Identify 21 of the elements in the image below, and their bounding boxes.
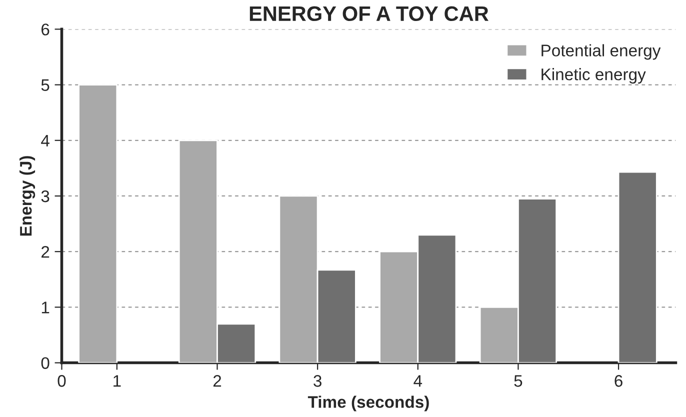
y-tick-label: 5 — [41, 79, 50, 91]
chart-title: ENERGY OF A TOY CAR — [250, 6, 489, 22]
bar — [78, 84, 118, 363]
legend-label: Potential energy — [542, 44, 661, 60]
x-tick-label: 2 — [213, 375, 222, 387]
x-tick-label: 0 — [58, 375, 66, 387]
y-tick-label: 2 — [42, 246, 50, 258]
x-axis-title: Time (seconds) — [308, 396, 429, 412]
y-tick-label: 3 — [41, 190, 50, 202]
x-tick-label: 3 — [314, 375, 322, 387]
y-axis-title: Energy (J) — [20, 156, 36, 236]
y-tick-label: 4 — [41, 134, 50, 146]
x-tick-label: 1 — [114, 375, 121, 387]
y-tick-label: 6 — [42, 24, 50, 36]
x-tick-label: 5 — [514, 375, 522, 387]
bar — [618, 171, 658, 363]
legend-label: Kinetic energy — [542, 68, 646, 84]
y-tick-label: 0 — [41, 357, 50, 369]
x-tick-label: 4 — [414, 375, 422, 387]
y-tick-label: 1 — [42, 302, 50, 314]
x-tick-label: 6 — [614, 375, 622, 387]
